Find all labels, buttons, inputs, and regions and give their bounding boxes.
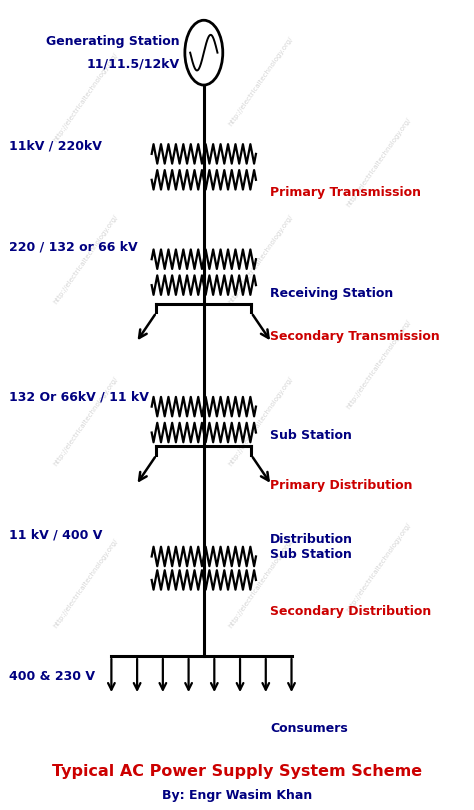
Text: Sub Station: Sub Station [270,429,352,442]
Text: Typical AC Power Supply System Scheme: Typical AC Power Supply System Scheme [52,764,422,778]
Text: http://electricaltechnology.org/: http://electricaltechnology.org/ [228,36,294,126]
Text: http://electricaltechnology.org/: http://electricaltechnology.org/ [52,376,118,467]
Text: 220 / 132 or 66 kV: 220 / 132 or 66 kV [9,241,138,254]
Text: 11kV / 220kV: 11kV / 220kV [9,139,102,152]
Text: http://electricaltechnology.org/: http://electricaltechnology.org/ [52,214,118,305]
Text: http://electricaltechnology.org/: http://electricaltechnology.org/ [228,214,294,305]
Text: 400 & 230 V: 400 & 230 V [9,670,95,683]
Text: http://electricaltechnology.org/: http://electricaltechnology.org/ [228,376,294,467]
Text: Receiving Station: Receiving Station [270,287,393,300]
Text: Generating Station: Generating Station [46,35,180,48]
Text: http://electricaltechnology.org/: http://electricaltechnology.org/ [52,52,118,143]
Text: http://electricaltechnology.org/: http://electricaltechnology.org/ [346,522,412,612]
Text: http://electricaltechnology.org/: http://electricaltechnology.org/ [346,117,412,207]
Text: 11/11.5/12kV: 11/11.5/12kV [87,58,180,70]
Text: Primary Distribution: Primary Distribution [270,480,413,492]
Text: Distribution
Sub Station: Distribution Sub Station [270,533,353,561]
Text: Consumers: Consumers [270,723,348,735]
Text: 132 Or 66kV / 11 kV: 132 Or 66kV / 11 kV [9,390,149,403]
Text: By: Engr Wasim Khan: By: Engr Wasim Khan [162,789,312,802]
Text: http://electricaltechnology.org/: http://electricaltechnology.org/ [52,538,118,629]
Text: Secondary Transmission: Secondary Transmission [270,330,440,343]
Text: Secondary Distribution: Secondary Distribution [270,605,431,618]
Text: http://electricaltechnology.org/: http://electricaltechnology.org/ [228,538,294,629]
Text: 11 kV / 400 V: 11 kV / 400 V [9,528,103,541]
Text: Primary Transmission: Primary Transmission [270,186,421,199]
Text: http://electricaltechnology.org/: http://electricaltechnology.org/ [346,319,412,410]
